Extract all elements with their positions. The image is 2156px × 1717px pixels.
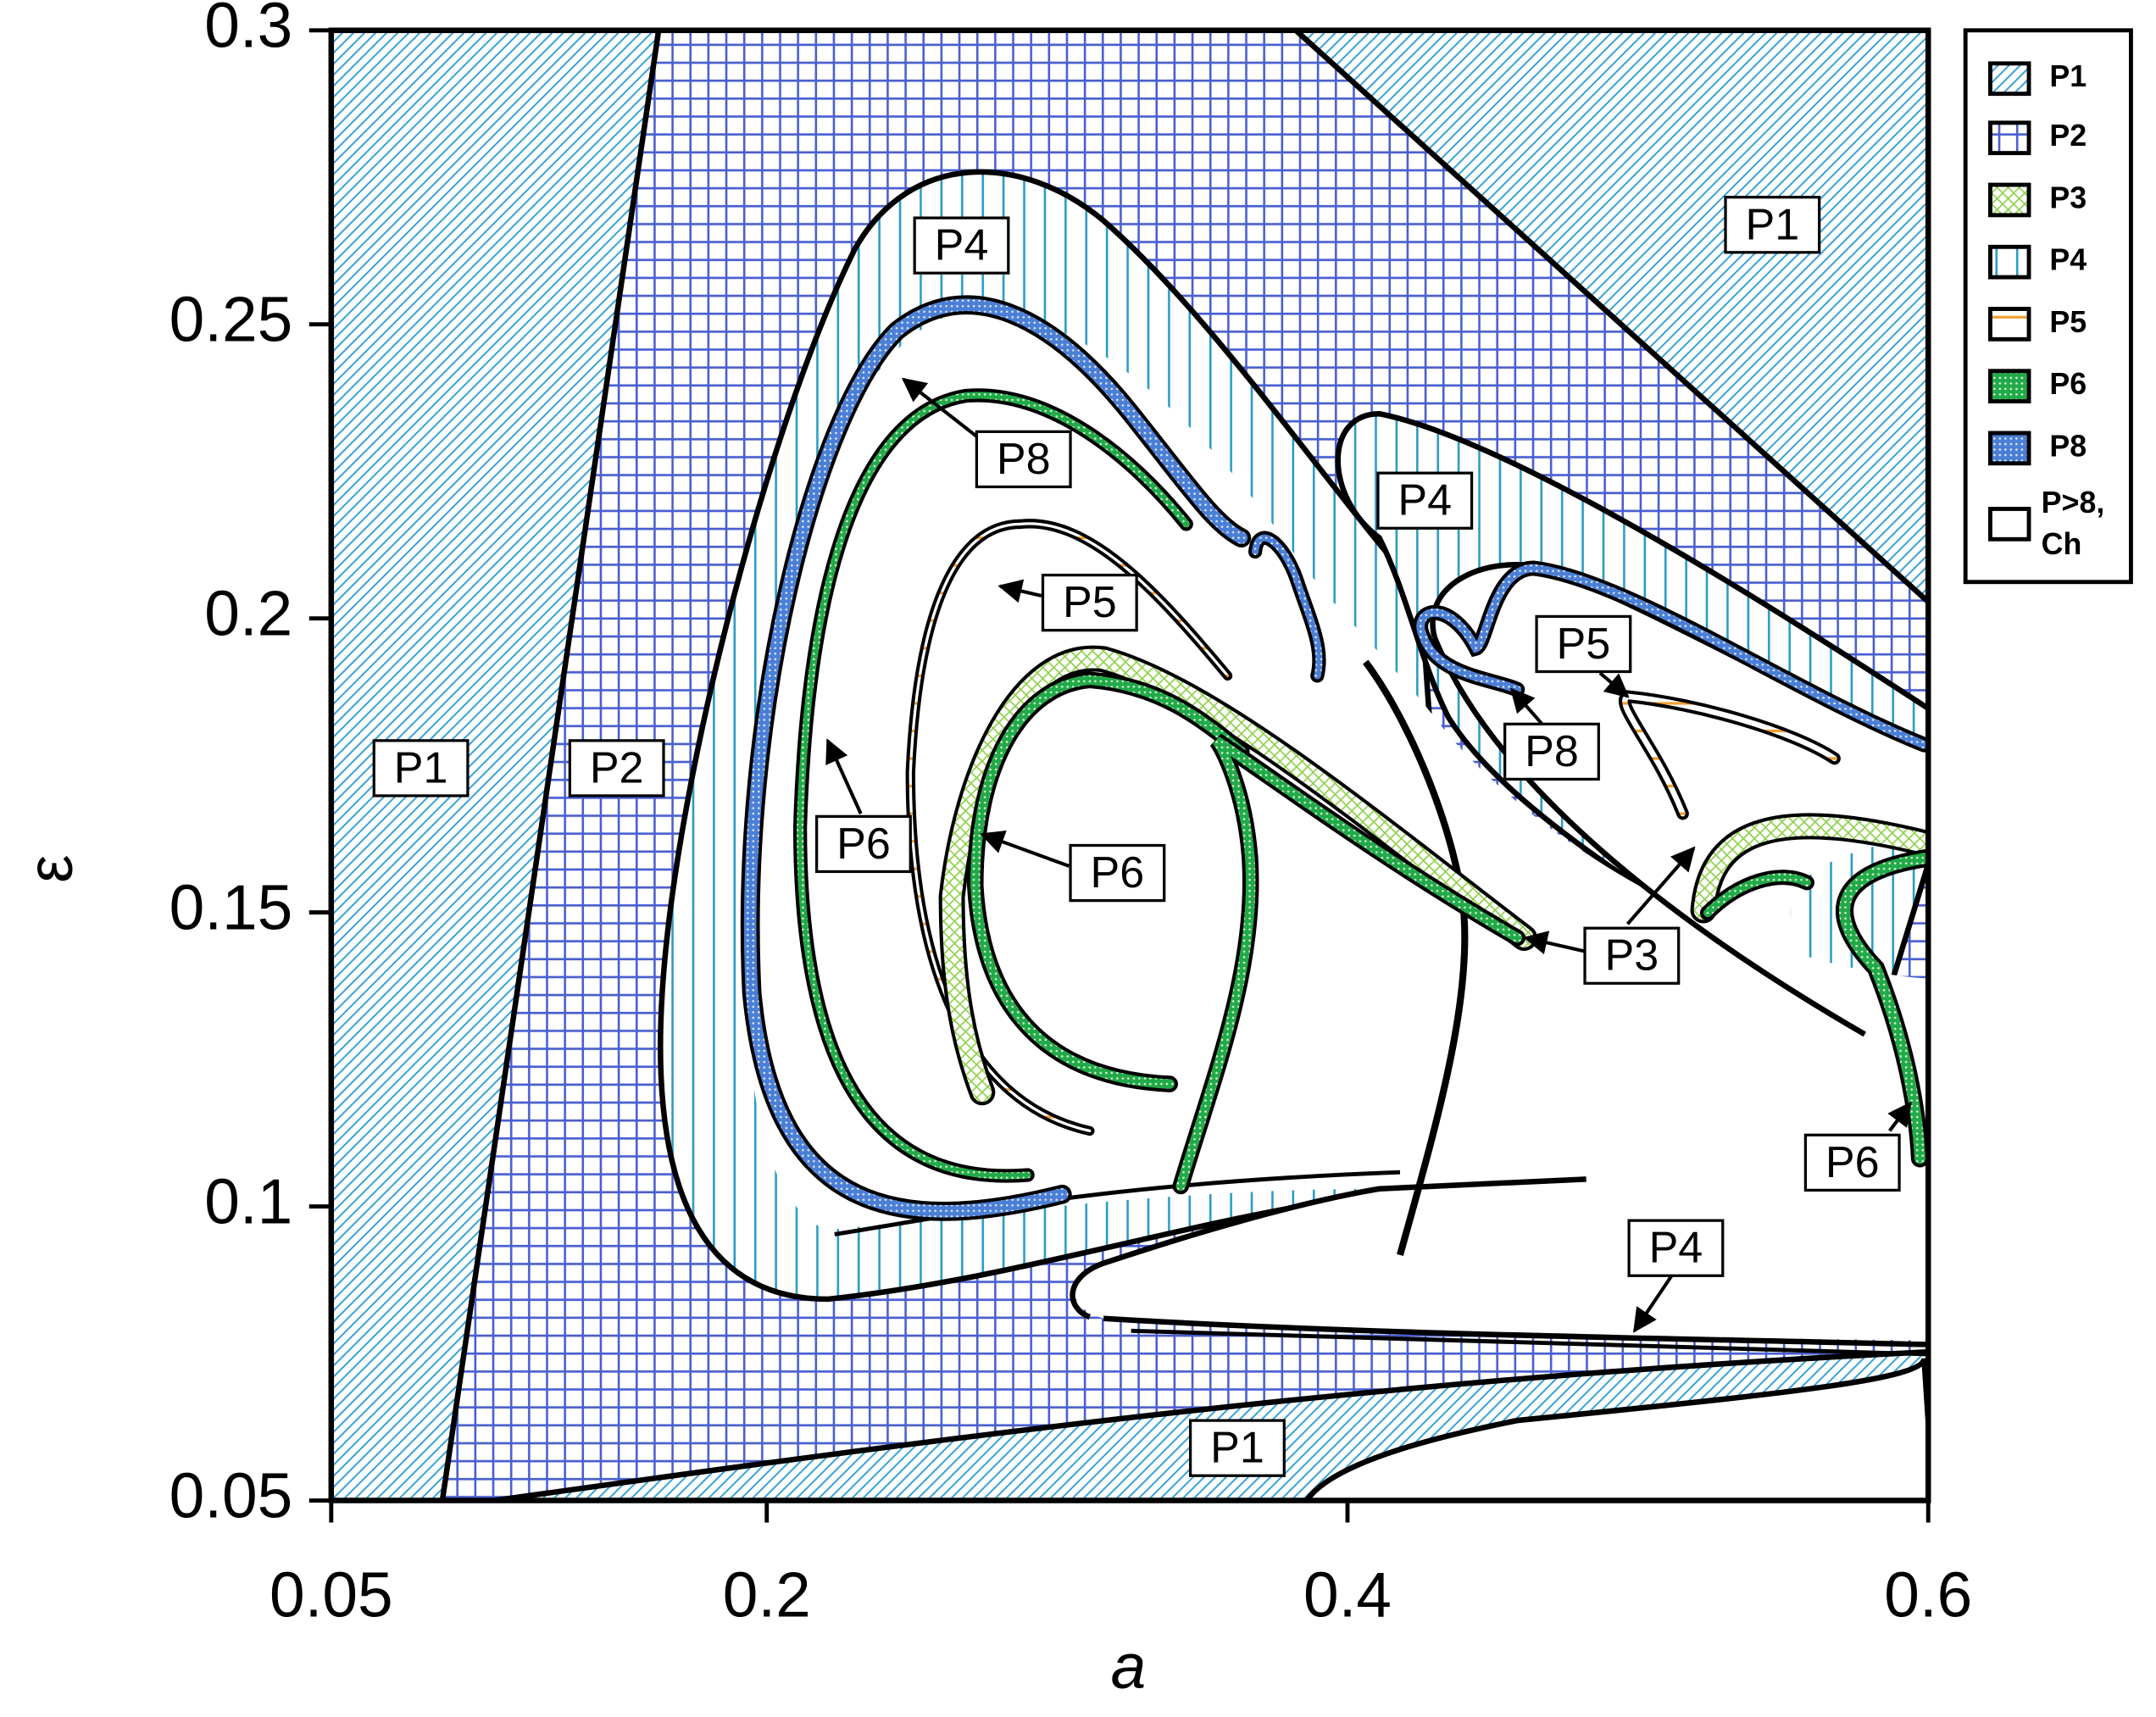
boundary xyxy=(1103,1315,1929,1347)
annotation: P3 xyxy=(1605,931,1659,981)
legend-label: P1 xyxy=(2049,59,2087,93)
p6-band xyxy=(970,675,1247,1089)
annotation-box xyxy=(568,739,665,797)
annotation: P6 xyxy=(836,820,891,869)
x-tick-label: 0.6 xyxy=(1884,1559,1972,1630)
y-tick-label: 0.3 xyxy=(204,0,292,61)
annotation-box xyxy=(814,814,912,874)
annotation-arrow xyxy=(825,738,863,814)
x-tick-label: 0.4 xyxy=(1303,1559,1392,1630)
p6-band xyxy=(1703,873,1811,918)
y-tick-label: 0.2 xyxy=(204,577,292,648)
annotation: P4 xyxy=(1398,476,1452,525)
annotation-box xyxy=(1503,722,1600,781)
annotation-box xyxy=(913,216,1010,275)
legend-label: P6 xyxy=(2049,367,2087,401)
annotation: P8 xyxy=(997,435,1051,484)
plot-frame xyxy=(328,27,1931,1503)
annotation-arrow xyxy=(1509,687,1544,725)
legend-label: P3 xyxy=(2049,181,2087,214)
legend-swatch xyxy=(1988,507,2031,542)
annotation-box xyxy=(1376,471,1474,530)
legend-label: P>8, xyxy=(2042,486,2105,520)
y-tick-label: 0.05 xyxy=(169,1459,293,1531)
annotation-arrow xyxy=(1625,846,1696,925)
boundary xyxy=(1131,1328,1929,1357)
annotation-box xyxy=(1724,196,1821,254)
p5-band xyxy=(1622,693,1837,817)
annotation: P8 xyxy=(1525,727,1579,776)
p3-band xyxy=(942,648,1534,1103)
annotation-box xyxy=(1627,1219,1725,1277)
annotation-box xyxy=(1188,1419,1286,1477)
legend-swatch xyxy=(1988,182,2031,218)
annotation-box xyxy=(1069,843,1166,903)
annotation-box xyxy=(1041,573,1138,632)
annotation: P1 xyxy=(1210,1424,1264,1473)
annotation-arrow xyxy=(1523,931,1587,955)
boundary xyxy=(1070,1176,1586,1320)
legend-label: P5 xyxy=(2049,305,2087,339)
boundary xyxy=(1431,636,1867,1037)
p6-band xyxy=(1175,736,1522,1192)
annotation-arrow xyxy=(997,579,1042,603)
legend-swatch xyxy=(1988,244,2031,280)
y-axis-label: ε xyxy=(14,855,86,883)
annotation-arrow xyxy=(1598,671,1630,698)
white-region xyxy=(1303,1358,1929,1501)
legend-swatch xyxy=(1988,431,2031,466)
annotation: P4 xyxy=(935,221,989,270)
legend-label: P8 xyxy=(2049,429,2087,463)
p8-band xyxy=(1416,564,1929,749)
annotation-box xyxy=(1583,926,1681,985)
p8-band xyxy=(1252,534,1323,680)
y-tick-label: 0.1 xyxy=(204,1165,292,1236)
x-tick-label: 0.2 xyxy=(723,1559,811,1630)
p3-band xyxy=(1693,816,1929,920)
annotation-arrow xyxy=(901,377,981,441)
legend-label: Ch xyxy=(2042,527,2082,561)
annotation: P5 xyxy=(1557,620,1611,669)
annotation-box xyxy=(1535,614,1632,674)
annotation: P1 xyxy=(394,743,448,792)
p6-band xyxy=(797,392,1190,1180)
x-tick-label: 0.05 xyxy=(270,1559,393,1630)
annotation-arrow xyxy=(1632,1275,1674,1333)
p6-band xyxy=(1839,852,1929,1164)
annotation: P1 xyxy=(1746,200,1800,249)
annotation: P2 xyxy=(590,743,644,792)
annotation-box xyxy=(372,739,470,797)
annotation: P4 xyxy=(1649,1224,1703,1273)
annotation-arrow xyxy=(1887,1101,1912,1132)
y-tick-label: 0.15 xyxy=(169,871,293,942)
regions xyxy=(331,30,1929,1501)
legend-swatch xyxy=(1988,369,2031,403)
annotation: P6 xyxy=(1825,1138,1880,1187)
annotation: P5 xyxy=(1063,578,1117,627)
annotation-box xyxy=(975,430,1072,489)
annotation-box xyxy=(1803,1133,1901,1192)
legend-label: P4 xyxy=(2049,243,2087,277)
annotation: P6 xyxy=(1091,848,1145,897)
legend-swatch xyxy=(1988,120,2031,156)
x-axis-label: a xyxy=(1111,1631,1147,1702)
legend-swatch xyxy=(1988,61,2031,97)
p8-band xyxy=(743,298,1248,1218)
y-tick-label: 0.25 xyxy=(169,284,293,355)
legend-label: P2 xyxy=(2049,119,2087,153)
legend-swatch xyxy=(1988,307,2031,342)
annotation-arrow xyxy=(980,830,1070,868)
